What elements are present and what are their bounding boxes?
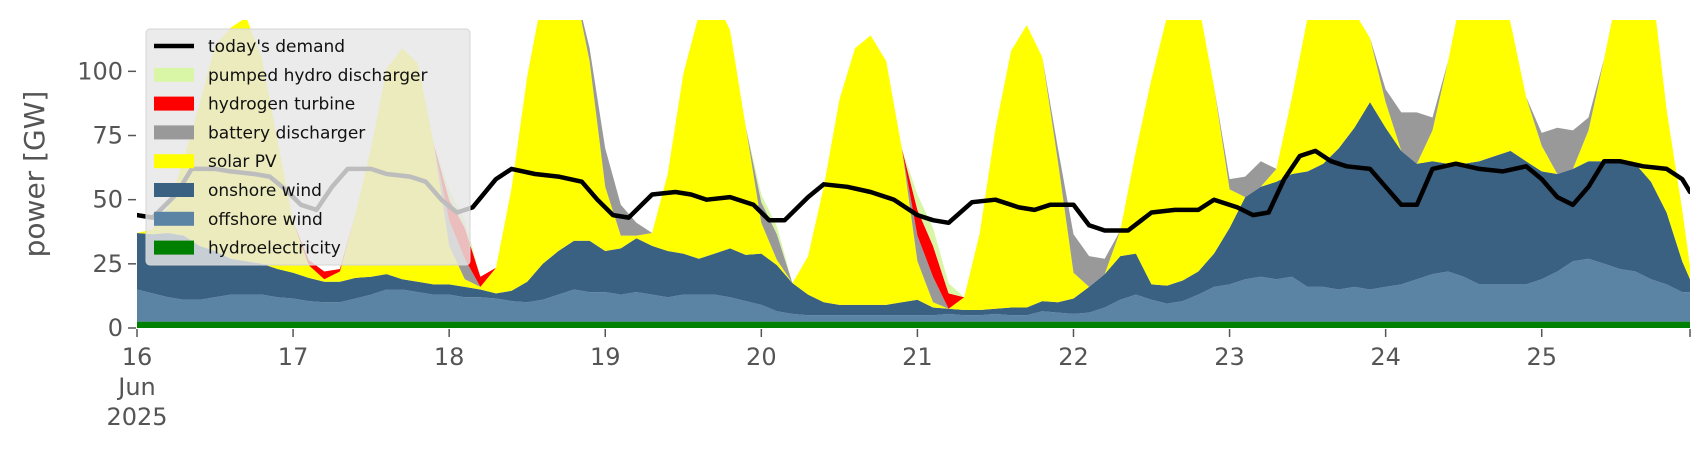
x-tick-label: 17 [278, 343, 309, 371]
y-tick-label: 25 [92, 250, 123, 278]
area-onshore-wind [137, 102, 1690, 316]
legend-swatch-pumped-hydro-discharger [154, 67, 194, 82]
stacked-areas [137, 20, 1690, 328]
area-solar-pv [137, 20, 1690, 310]
legend-label-hydrogen-turbine: hydrogen turbine [208, 95, 355, 115]
x-tick-label: 25 [1526, 343, 1557, 371]
legend-swatch-battery-discharger [154, 125, 194, 140]
x-tick-label: Jun [116, 373, 156, 401]
x-tick-label: 19 [590, 343, 621, 371]
x-tick-label: 2025 [106, 403, 167, 431]
legend-label-offshore-wind: offshore wind [208, 210, 323, 230]
y-tick-label: 0 [108, 314, 123, 342]
legend-label-battery-discharger: battery discharger [208, 123, 365, 143]
legend-swatch-hydroelectricity [154, 240, 194, 255]
legend-swatch-solar-pv [154, 154, 194, 169]
area-offshore-wind [137, 258, 1690, 322]
x-tick-label: 20 [746, 343, 777, 371]
legend-swatch-hydrogen-turbine [154, 96, 194, 111]
legend-swatch-onshore-wind [154, 183, 194, 197]
legend-swatch-offshore-wind [154, 211, 194, 226]
legend-label-onshore-wind: onshore wind [208, 181, 322, 201]
y-tick-label: 50 [92, 186, 123, 214]
legend-label-pumped-hydro-discharger: pumped hydro discharger [208, 66, 427, 86]
legend-label-today-s-demand: today's demand [208, 37, 345, 57]
y-tick-label: 75 [92, 122, 123, 150]
x-tick-label: 21 [902, 343, 933, 371]
y-axis-label: power [GW] [18, 91, 51, 258]
legend-box [145, 28, 471, 266]
legend-label-solar-pv: solar PV [208, 152, 277, 172]
x-tick-label: 18 [434, 343, 465, 371]
legend-label-hydroelectricity: hydroelectricity [208, 239, 341, 259]
x-tick-label: 24 [1370, 343, 1401, 371]
legend: today's demand pumped hydro discharger hyd… [145, 28, 471, 266]
y-tick-label: 100 [77, 57, 123, 85]
x-tick-label: 23 [1214, 343, 1245, 371]
x-tick-label: 22 [1058, 343, 1089, 371]
x-tick-label: 16 [122, 343, 153, 371]
area-hydroelectricity [137, 321, 1690, 328]
